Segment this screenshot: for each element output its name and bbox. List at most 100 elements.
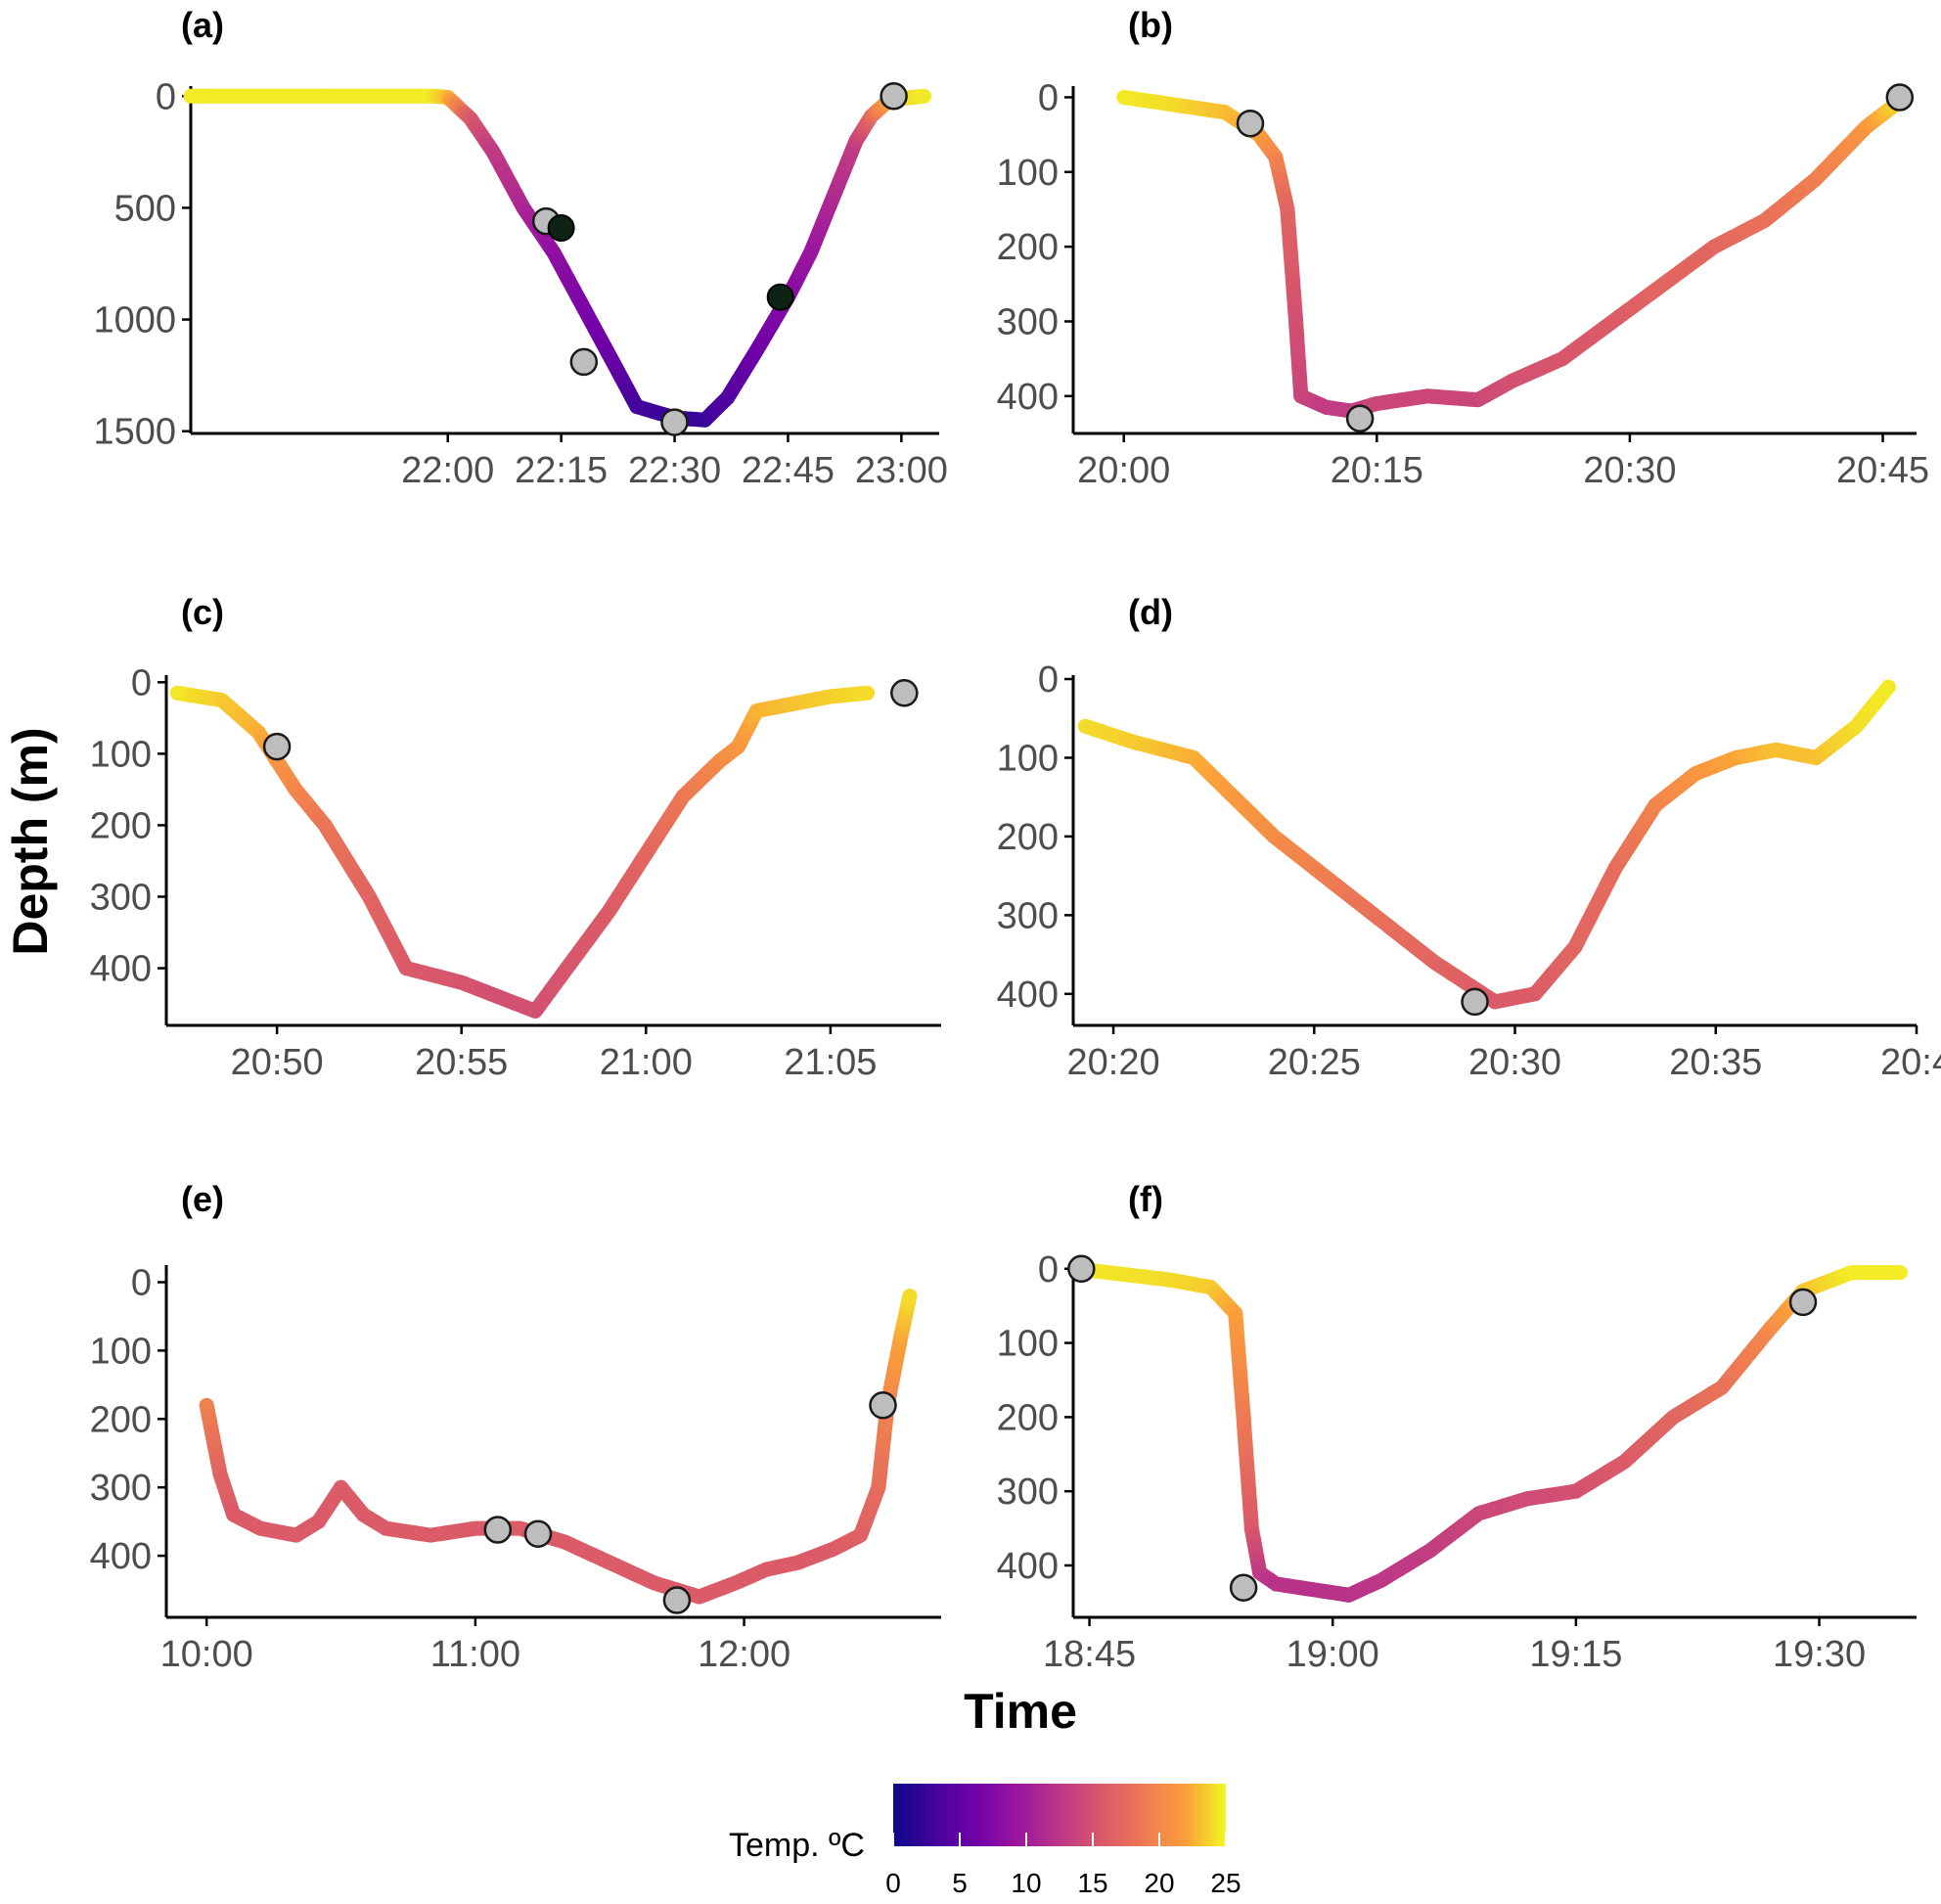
x-tick-label: 20:20 (1067, 1042, 1160, 1083)
x-tick-label: 19:00 (1286, 1634, 1379, 1675)
gray-marker (523, 1519, 553, 1548)
panel-b: (b) 0 100 200 300 400 20:00 20:15 20:30 20:45 (997, 5, 1929, 491)
x-tick-label: 20:00 (1077, 450, 1170, 491)
panel-label-a: (a) (181, 5, 224, 45)
x-tick-label: 19:15 (1529, 1634, 1622, 1675)
x-tick-label: 21:00 (600, 1042, 693, 1083)
colorbar-tick-25: 25 (1210, 1833, 1241, 1898)
gray-marker (569, 347, 599, 377)
x-tick-label: 11:00 (430, 1634, 520, 1675)
gray-marker (1461, 987, 1489, 1017)
x-tick-label: 22:15 (515, 450, 608, 491)
y-tick-label: 200 (997, 817, 1059, 858)
gray-marker (262, 732, 292, 761)
gray-marker (1345, 404, 1375, 432)
panel-f: (f) 0 100 200 300 400 18:45 19:00 19:15 19:30 (997, 1179, 1917, 1675)
x-tick-label: 12:00 (698, 1634, 790, 1675)
panel-label-d: (d) (1128, 592, 1173, 632)
x-tick-label: 20:25 (1268, 1042, 1361, 1083)
y-axis-title: Depth (m) (3, 727, 58, 955)
x-tick-label: 20:50 (231, 1042, 324, 1083)
legend-tick-label: 10 (1011, 1868, 1041, 1898)
x-tick-label: 20:15 (1331, 450, 1423, 491)
y-tick-label: 200 (997, 1397, 1059, 1438)
y-tick-label: 100 (90, 734, 152, 775)
trace-segment (901, 1289, 918, 1307)
panel-label-c: (c) (181, 592, 224, 632)
legend-tick-label: 15 (1077, 1868, 1107, 1898)
x-tick-label: 20:30 (1468, 1042, 1561, 1083)
x-tick-label: 10:00 (160, 1634, 253, 1675)
y-tick-label: 1000 (93, 300, 176, 341)
colorbar-tick-5: 5 (952, 1833, 968, 1898)
legend-tick-label: 0 (885, 1868, 901, 1898)
y-tick-label: 0 (1038, 1249, 1059, 1291)
gray-marker (662, 1586, 692, 1614)
colorbar (893, 1784, 1226, 1846)
x-tick-label: 19:30 (1773, 1634, 1866, 1675)
gray-marker (880, 82, 908, 111)
gray-marker (890, 679, 919, 707)
y-tick-label: 400 (997, 1546, 1059, 1587)
gray-marker (1229, 1573, 1258, 1602)
x-axis-title: Time (964, 1684, 1077, 1739)
x-tick-label: 20:45 (1836, 450, 1929, 491)
colorbar-tick-15: 15 (1077, 1833, 1108, 1898)
y-tick-label: 100 (997, 153, 1059, 194)
gray-marker (660, 408, 689, 436)
x-tick-label: 22:30 (628, 450, 721, 491)
x-tick-label: 22:45 (742, 450, 835, 491)
legend-tick-label: 25 (1210, 1868, 1241, 1898)
y-tick-label: 100 (997, 738, 1059, 779)
y-tick-label: 300 (90, 1468, 152, 1509)
gray-marker (483, 1516, 513, 1544)
y-tick-label: 300 (997, 1472, 1059, 1513)
colorbar-tick-10: 10 (1011, 1833, 1042, 1898)
y-tick-label: 200 (90, 805, 152, 846)
colorbar-legend: Temp. ºC 0 5 10 15 20 25 (729, 1784, 1241, 1898)
gray-marker (1236, 109, 1265, 138)
y-tick-label: 400 (997, 377, 1059, 418)
y-tick-label: 100 (90, 1331, 152, 1372)
gray-marker (1067, 1254, 1096, 1284)
y-tick-label: 400 (997, 975, 1059, 1016)
colorbar-tick-20: 20 (1144, 1833, 1175, 1898)
panel-a: (a) 0 500 1000 1500 22:00 22:15 22:30 22:45 23:0… (93, 5, 947, 491)
colorbar-tick-0: 0 (885, 1833, 901, 1898)
y-tick-label: 200 (90, 1399, 152, 1440)
y-tick-label: 300 (90, 877, 152, 918)
x-tick-label: 20:35 (1669, 1042, 1762, 1083)
x-tick-label: 20:55 (415, 1042, 508, 1083)
panel-e: (e) 0 100 200 300 400 10:00 11:00 12:00 (90, 1179, 941, 1675)
y-tick-label: 300 (997, 301, 1059, 342)
y-tick-label: 300 (997, 895, 1059, 936)
x-tick-label: 23:00 (855, 450, 948, 491)
panel-label-e: (e) (181, 1179, 224, 1219)
y-tick-label: 100 (997, 1324, 1059, 1365)
panel-c: (c) 0 100 200 300 400 20:50 20:55 21:00 21:05 (90, 592, 941, 1083)
y-tick-label: 0 (1038, 659, 1059, 701)
y-tick-label: 0 (156, 76, 176, 117)
y-tick-label: 1500 (93, 412, 176, 453)
y-tick-label: 400 (90, 1536, 152, 1577)
trace-segment (1878, 679, 1896, 698)
y-tick-label: 400 (90, 949, 152, 990)
legend-tick-label: 20 (1144, 1868, 1174, 1898)
y-tick-label: 500 (114, 188, 176, 229)
x-tick-label: 22:00 (401, 450, 494, 491)
panel-label-f: (f) (1128, 1179, 1163, 1219)
x-tick-label: 18:45 (1043, 1634, 1136, 1675)
x-tick-label: 20:30 (1583, 450, 1676, 491)
x-tick-label: 20:4 (1880, 1042, 1941, 1083)
gray-marker (1788, 1288, 1818, 1317)
gray-marker (1885, 83, 1915, 112)
y-tick-label: 200 (997, 227, 1059, 268)
gray-marker (869, 1391, 897, 1420)
y-tick-label: 0 (1038, 77, 1059, 118)
dark-marker (547, 214, 575, 242)
y-tick-label: 0 (131, 662, 152, 703)
legend-tick-label: 5 (952, 1868, 968, 1898)
panel-label-b: (b) (1128, 5, 1173, 45)
